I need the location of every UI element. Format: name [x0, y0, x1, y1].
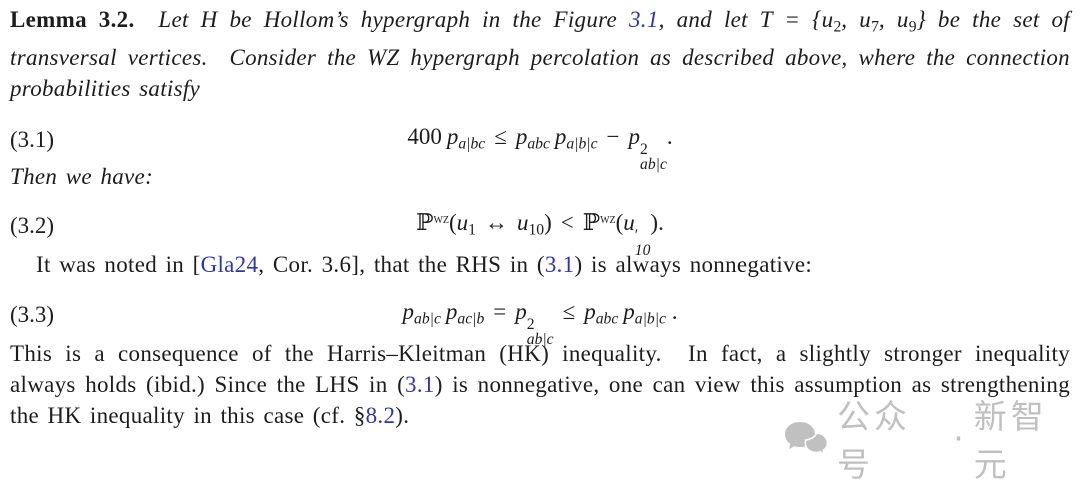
- math-token: p: [628, 124, 641, 150]
- math-token: =: [493, 299, 507, 325]
- math-supsub: ′ 10: [634, 227, 651, 259]
- math-supsub: 2 ab|c: [526, 316, 554, 348]
- math-token: u: [516, 210, 529, 236]
- equation-formula-3-3: pab|c pac|b = p 2 ab|c ≤ pabc pa|b|c .: [403, 292, 678, 347]
- math-token: p: [402, 299, 415, 325]
- math-token: −: [606, 124, 620, 150]
- closing-paragraph: This is a consequence of the Harris–Klei…: [10, 338, 1070, 431]
- equation-number-3-3: (3.3): [10, 302, 55, 328]
- math-token: a|bc: [458, 136, 486, 154]
- text-segment: , u: [878, 7, 909, 32]
- equation-3-3: (3.3) pab|c pac|b = p 2 ab|c ≤ pabc pa|b|c .: [10, 292, 1070, 347]
- math-token: ): [544, 210, 552, 236]
- text-segment: , and let T = {u: [658, 7, 834, 32]
- equation-3-1: (3.1) 400 pa|bc ≤ pabc pa|b|c − p 2 ab|c.: [10, 117, 1070, 172]
- math-token: ).: [650, 210, 664, 236]
- text-segment: 2: [833, 18, 842, 36]
- ref-link[interactable]: 3.1: [405, 372, 435, 398]
- text-segment: ) is nonnegative, one can view this assu…: [10, 372, 1079, 429]
- math-token: abc: [595, 311, 619, 329]
- ref-link[interactable]: 3.1: [544, 252, 575, 278]
- lemma-paragraph: Lemma 3.2. Let H be Hollom’s hypergraph …: [10, 4, 1070, 104]
- equation-number-3-2: (3.2): [10, 213, 55, 239]
- math-token: a|b|c: [634, 311, 666, 329]
- math-token: p: [446, 124, 459, 150]
- math-supsub: 2 ab|c: [640, 141, 667, 173]
- math-token: 10: [528, 222, 545, 240]
- math-token: u: [456, 210, 469, 236]
- text-segment: , Cor. 3.6], that the RHS in (: [258, 252, 545, 278]
- math-token: p: [445, 299, 458, 325]
- math-token: ab|c: [414, 311, 441, 329]
- math-token: 1: [468, 222, 476, 240]
- math-token: a|b|c: [566, 136, 598, 154]
- math-token: (: [615, 210, 624, 236]
- math-token: wz: [600, 211, 616, 228]
- paper-page: Lemma 3.2. Let H be Hollom’s hypergraph …: [10, 4, 1070, 431]
- math-token: p: [554, 124, 567, 150]
- math-token: 400: [407, 124, 442, 150]
- ref-link[interactable]: 8.2: [365, 403, 396, 429]
- math-token: p: [584, 299, 596, 325]
- math-token: ≤: [494, 124, 507, 150]
- then-we-have-line: Then we have:: [10, 161, 1070, 192]
- text-segment: 7: [871, 18, 879, 36]
- math-token: ≤: [562, 299, 576, 325]
- equation-number-3-1: (3.1): [10, 127, 55, 153]
- math-token: (: [449, 210, 457, 236]
- math-token: wz: [433, 211, 449, 228]
- ref-link[interactable]: 3.1: [628, 7, 659, 32]
- math-token: p: [515, 124, 528, 150]
- math-token: .: [666, 124, 673, 150]
- equation-3-2: (3.2) ℙwz(u1 ↔ u10) < ℙwz(u ′ 10).: [10, 203, 1070, 258]
- math-token: p: [515, 299, 527, 325]
- math-token: u: [623, 210, 635, 236]
- math-token: ac|b: [457, 311, 485, 329]
- text-segment: ) is always nonnegative:: [574, 252, 813, 278]
- text-segment: ).: [395, 403, 410, 429]
- math-token: ↔: [484, 210, 508, 236]
- math-token: ℙ: [416, 210, 434, 237]
- math-token: p: [623, 299, 635, 325]
- text-segment: It was noted in [: [36, 252, 201, 278]
- math-token: abc: [527, 136, 550, 154]
- text-segment: , u: [841, 7, 872, 32]
- noted-paragraph: It was noted in [Gla24, Cor. 3.6], that …: [10, 249, 1070, 280]
- text-segment: Let H be Hollom’s hypergraph in the Figu…: [134, 7, 629, 32]
- equation-formula-3-2: ℙwz(u1 ↔ u10) < ℙwz(u ′ 10).: [416, 203, 664, 258]
- math-token: .: [665, 299, 678, 325]
- math-token: ℙ: [582, 210, 601, 237]
- ref-link[interactable]: Gla24: [200, 252, 259, 278]
- text-segment: Then we have:: [10, 164, 154, 190]
- text-segment: This is a consequence of the Harris–Klei…: [10, 341, 1079, 398]
- text-segment: } be the set of transversal vertices. Co…: [10, 7, 1079, 102]
- text-segment: Lemma 3.2.: [10, 7, 135, 32]
- math-token: <: [560, 210, 574, 236]
- text-segment: 9: [908, 18, 917, 36]
- equation-formula-3-1: 400 pa|bc ≤ pabc pa|b|c − p 2 ab|c.: [407, 117, 672, 172]
